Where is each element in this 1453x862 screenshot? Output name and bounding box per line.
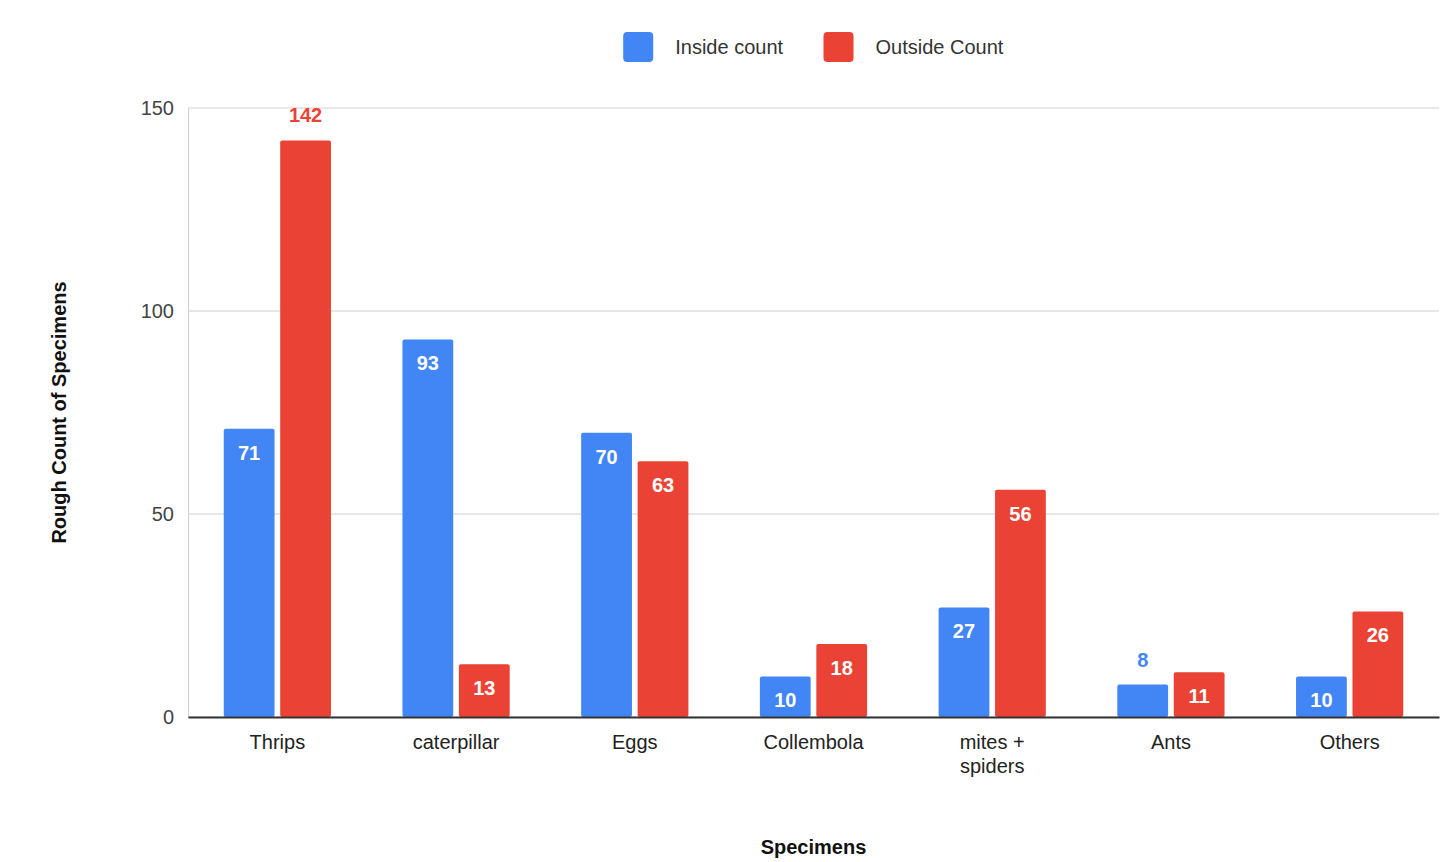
bar xyxy=(581,433,632,717)
x-axis-line xyxy=(189,717,1440,719)
legend-swatch xyxy=(824,32,854,62)
bar xyxy=(995,490,1046,717)
legend: Inside count Outside Count xyxy=(623,32,1004,62)
legend-label: Inside count xyxy=(675,36,783,58)
data-label: 142 xyxy=(289,104,322,126)
y-axis-line xyxy=(188,109,189,718)
x-tick: Thrips xyxy=(250,717,306,753)
x-tick-label: Eggs xyxy=(612,731,658,753)
data-label: 71 xyxy=(238,442,260,464)
bar xyxy=(280,140,331,717)
x-axis-title: Specimens xyxy=(761,836,867,858)
legend-label: Outside Count xyxy=(876,36,1004,58)
x-tick-label: mites +spiders xyxy=(960,731,1025,777)
y-tick: 0 xyxy=(163,706,188,728)
x-tick: caterpillar xyxy=(413,717,500,753)
x-tick: Ants xyxy=(1151,717,1191,753)
bar xyxy=(224,429,275,717)
grid-line xyxy=(188,108,1439,109)
data-label: 93 xyxy=(417,352,439,374)
bar xyxy=(1296,676,1347,717)
x-tick: Eggs xyxy=(612,717,658,753)
bar xyxy=(1174,672,1225,717)
y-axis-title: Rough Count of Specimens xyxy=(48,281,70,543)
x-tick-label: Collembola xyxy=(763,731,864,753)
bar xyxy=(760,676,811,717)
data-labels: 71 93 70 10 27 8 10 142 13 63 18 56 11 26 xyxy=(238,104,1389,711)
grid-line xyxy=(188,717,1439,718)
grid-line xyxy=(188,514,1439,515)
data-label: 13 xyxy=(473,677,495,699)
y-tick: 50 xyxy=(152,503,188,525)
data-label: 70 xyxy=(595,446,617,468)
data-label: 27 xyxy=(953,620,975,642)
data-label: 8 xyxy=(1137,649,1148,671)
bars xyxy=(224,140,1404,717)
y-tick-label: 150 xyxy=(141,97,174,119)
y-tick-label: 50 xyxy=(152,503,174,525)
data-label: 18 xyxy=(831,657,853,679)
x-tick-label: Ants xyxy=(1151,731,1191,753)
y-tick: 150 xyxy=(141,97,188,119)
grid xyxy=(188,108,1439,717)
legend-item: Inside count xyxy=(623,32,783,62)
data-label: 26 xyxy=(1367,624,1389,646)
data-label: 63 xyxy=(652,474,674,496)
bar xyxy=(1117,685,1168,717)
legend-item: Outside Count xyxy=(824,32,1004,62)
x-tick-label: caterpillar xyxy=(413,731,500,753)
x-tick: Others xyxy=(1320,717,1380,753)
data-label: 56 xyxy=(1009,503,1031,525)
bar xyxy=(402,339,453,717)
data-label: 11 xyxy=(1189,685,1210,707)
data-label: 10 xyxy=(774,689,796,711)
y-tick-label: 0 xyxy=(163,706,174,728)
data-label: 10 xyxy=(1310,689,1332,711)
legend-swatch xyxy=(623,32,653,62)
plot-area: 0 50 100 150 Thrips caterpillar Eggs Collembola… xyxy=(141,97,1440,777)
grid-line xyxy=(188,311,1439,312)
bar xyxy=(816,644,867,717)
y-tick-label: 100 xyxy=(141,300,174,322)
x-tick: Collembola xyxy=(763,717,864,753)
y-tick: 100 xyxy=(141,300,188,322)
x-tick: mites +spiders xyxy=(960,717,1025,777)
chart: 0 50 100 150 Thrips caterpillar Eggs Collembola… xyxy=(0,0,1453,862)
bar xyxy=(638,461,689,717)
bar xyxy=(939,607,990,717)
bar xyxy=(1352,611,1403,717)
x-axis: Thrips caterpillar Eggs Collembola mites +sp… xyxy=(189,717,1440,777)
x-tick-label: Thrips xyxy=(250,731,306,753)
y-axis: 0 50 100 150 xyxy=(141,97,189,728)
bar xyxy=(459,664,510,717)
x-tick-label: Others xyxy=(1320,731,1380,753)
